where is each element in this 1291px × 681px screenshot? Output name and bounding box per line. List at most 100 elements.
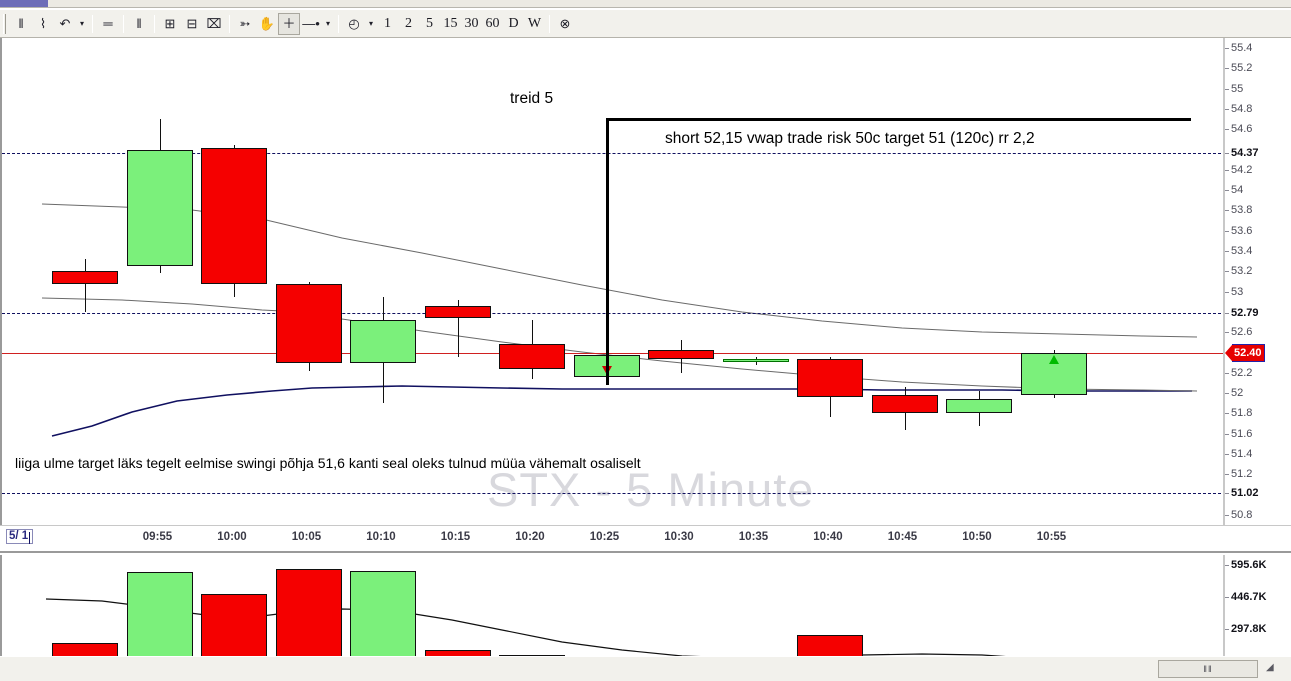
price-tag-arrow-icon (1225, 344, 1232, 361)
clock-icon[interactable]: ◴ (348, 16, 360, 31)
interval-button-5[interactable]: 5 (426, 15, 433, 31)
candle-body (1020, 352, 1087, 396)
volume-tick-label: 446.7K (1225, 591, 1266, 603)
price-tick-label: 53.6 (1225, 225, 1252, 237)
time-tick-label: 10:10 (366, 531, 396, 543)
price-tick-label: 54.8 (1225, 103, 1252, 115)
time-tick-label: 10:40 (813, 531, 843, 543)
title-divider (0, 7, 1291, 8)
window-title-strip (0, 0, 1291, 8)
price-tick-label: 52.2 (1225, 367, 1252, 379)
interval-button-weekly[interactable]: W (527, 15, 542, 31)
price-tick-label: 53 (1225, 286, 1243, 298)
trade-text-annotation: short 52,15 vwap trade risk 50c target 5… (665, 130, 1035, 147)
candle-wick (457, 299, 459, 357)
time-tick-label: 10:15 (440, 531, 471, 543)
candle-body (871, 395, 938, 414)
candle-wick (85, 259, 86, 312)
title-accent-bar (0, 0, 48, 7)
chart-title-annotation: treid 5 (510, 90, 554, 107)
price-tick-label: 51.6 (1225, 428, 1252, 440)
interval-button-2[interactable]: 2 (405, 15, 412, 31)
interval-button-30[interactable]: 30 (464, 15, 479, 31)
price-level-line[interactable] (2, 352, 1223, 354)
candle-body (722, 358, 789, 362)
price-tick-label: 53.4 (1225, 245, 1252, 257)
status-bar: ‖‖ ◢ (0, 656, 1291, 681)
price-tick-label: 51.02 (1225, 487, 1259, 499)
interval-button-daily[interactable]: D (508, 15, 519, 31)
price-pane[interactable]: STX - 5 Minute treid 5 short 52,15 vwap … (0, 38, 1224, 525)
toolbar-separator (549, 14, 550, 33)
trendline-icon[interactable]: —• (302, 16, 320, 31)
interval-button-60[interactable]: 60 (485, 15, 500, 31)
time-axis[interactable]: 5/ 1 09:55 10:00 10:05 10:10 10:15 10:20 10:25… (0, 525, 1291, 553)
candle-body (350, 320, 416, 363)
price-tick-label: 51.4 (1225, 448, 1252, 460)
price-axis[interactable]: 55.4 55.2 55 54.8 54.6 54.37 54.2 54 53.8 53.6 53.… (1224, 38, 1291, 525)
bar-chart-icon[interactable]: ‖ (18, 16, 24, 31)
time-tick-label: 10:05 (291, 531, 322, 543)
chevron-down-icon[interactable]: ▾ (368, 19, 373, 28)
zoom-reset-icon[interactable]: ⌧ (206, 16, 222, 31)
time-tick-label: 10:55 (1036, 531, 1067, 543)
volume-tick-label: 595.6K (1225, 559, 1266, 571)
chart-watermark: STX - 5 Minute (487, 463, 815, 516)
equal-scale-icon[interactable]: ═ (103, 16, 113, 31)
crosshair-icon[interactable]: ＋ (278, 12, 300, 35)
time-tick-label: 10:50 (962, 531, 992, 543)
toolbar-separator (92, 14, 93, 33)
time-tick-label: 10:20 (515, 531, 545, 543)
time-tick-label: 10:00 (217, 531, 247, 543)
toolbar-drag-grip[interactable] (3, 13, 6, 34)
price-tick-label: 54.6 (1225, 123, 1252, 135)
undo-icon[interactable]: ↶ (59, 16, 71, 31)
price-level-line[interactable] (2, 152, 1223, 154)
trade-entry-vertical-line[interactable] (605, 118, 609, 385)
candle-body (201, 147, 267, 284)
date-label[interactable]: 5/ 1 (6, 529, 34, 544)
cover-marker-icon (1048, 354, 1059, 364)
candle-body (275, 283, 342, 363)
clear-drawings-icon[interactable]: ⊗ (559, 16, 571, 31)
candle-body (946, 399, 1012, 414)
interval-button-15[interactable]: 15 (443, 15, 458, 31)
price-tick-label: 55 (1225, 83, 1243, 95)
chart-toolbar[interactable]: ‖ ⌇ ↶ ▾ ═ ‖ ⊞ ⊟ ⌧ ➳ ✋ ＋ —• ▾ ◴ ▾ 1 2 5 1… (0, 9, 1291, 38)
last-price-tag: 52.40 (1225, 343, 1265, 362)
price-overlay-lines (41, 203, 1198, 437)
time-tick-label: 10:45 (887, 531, 918, 543)
moving-average-lower-line (41, 297, 1198, 392)
time-tick-label: 10:30 (664, 531, 694, 543)
price-tick-label: 53.2 (1225, 265, 1252, 277)
cursor-arrow-icon[interactable]: ➳ (239, 16, 251, 31)
hand-pan-icon[interactable]: ✋ (258, 16, 276, 31)
price-tick-label: 54.2 (1225, 164, 1252, 176)
time-tick-label: 10:35 (738, 531, 769, 543)
chevron-down-icon[interactable]: ▾ (325, 19, 330, 28)
price-tick-label: 54 (1225, 184, 1243, 196)
trade-target-horizontal-line[interactable] (605, 118, 1191, 121)
note-text-annotation: liiga ulme target läks tegelt eelmise sw… (15, 455, 641, 471)
price-tick-label: 53.8 (1225, 204, 1252, 216)
toolbar-separator (154, 14, 155, 33)
price-tick-label: 55.4 (1225, 42, 1252, 54)
zoom-in-icon[interactable]: ⊞ (164, 16, 176, 31)
vwap-line (51, 385, 1192, 437)
zoom-out-icon[interactable]: ⊟ (186, 16, 198, 31)
price-level-line[interactable] (2, 312, 1223, 314)
line-chart-icon[interactable]: ⌇ (39, 16, 47, 31)
candle-body (797, 358, 863, 398)
resize-grip-icon[interactable]: ◢ (1266, 662, 1274, 673)
price-tick-label: 52 (1225, 387, 1243, 399)
horizontal-scrollbar[interactable]: ‖‖ (1158, 660, 1258, 678)
chevron-down-icon[interactable]: ▾ (79, 19, 84, 28)
price-tick-label: 52.79 (1225, 307, 1259, 319)
price-tick-label: 54.37 (1225, 147, 1259, 159)
price-level-line[interactable] (2, 492, 1223, 494)
candle-body (424, 305, 491, 319)
price-tick-label: 51.2 (1225, 468, 1252, 480)
interval-button-1[interactable]: 1 (384, 15, 391, 31)
pause-bars-icon[interactable]: ‖ (136, 16, 142, 31)
